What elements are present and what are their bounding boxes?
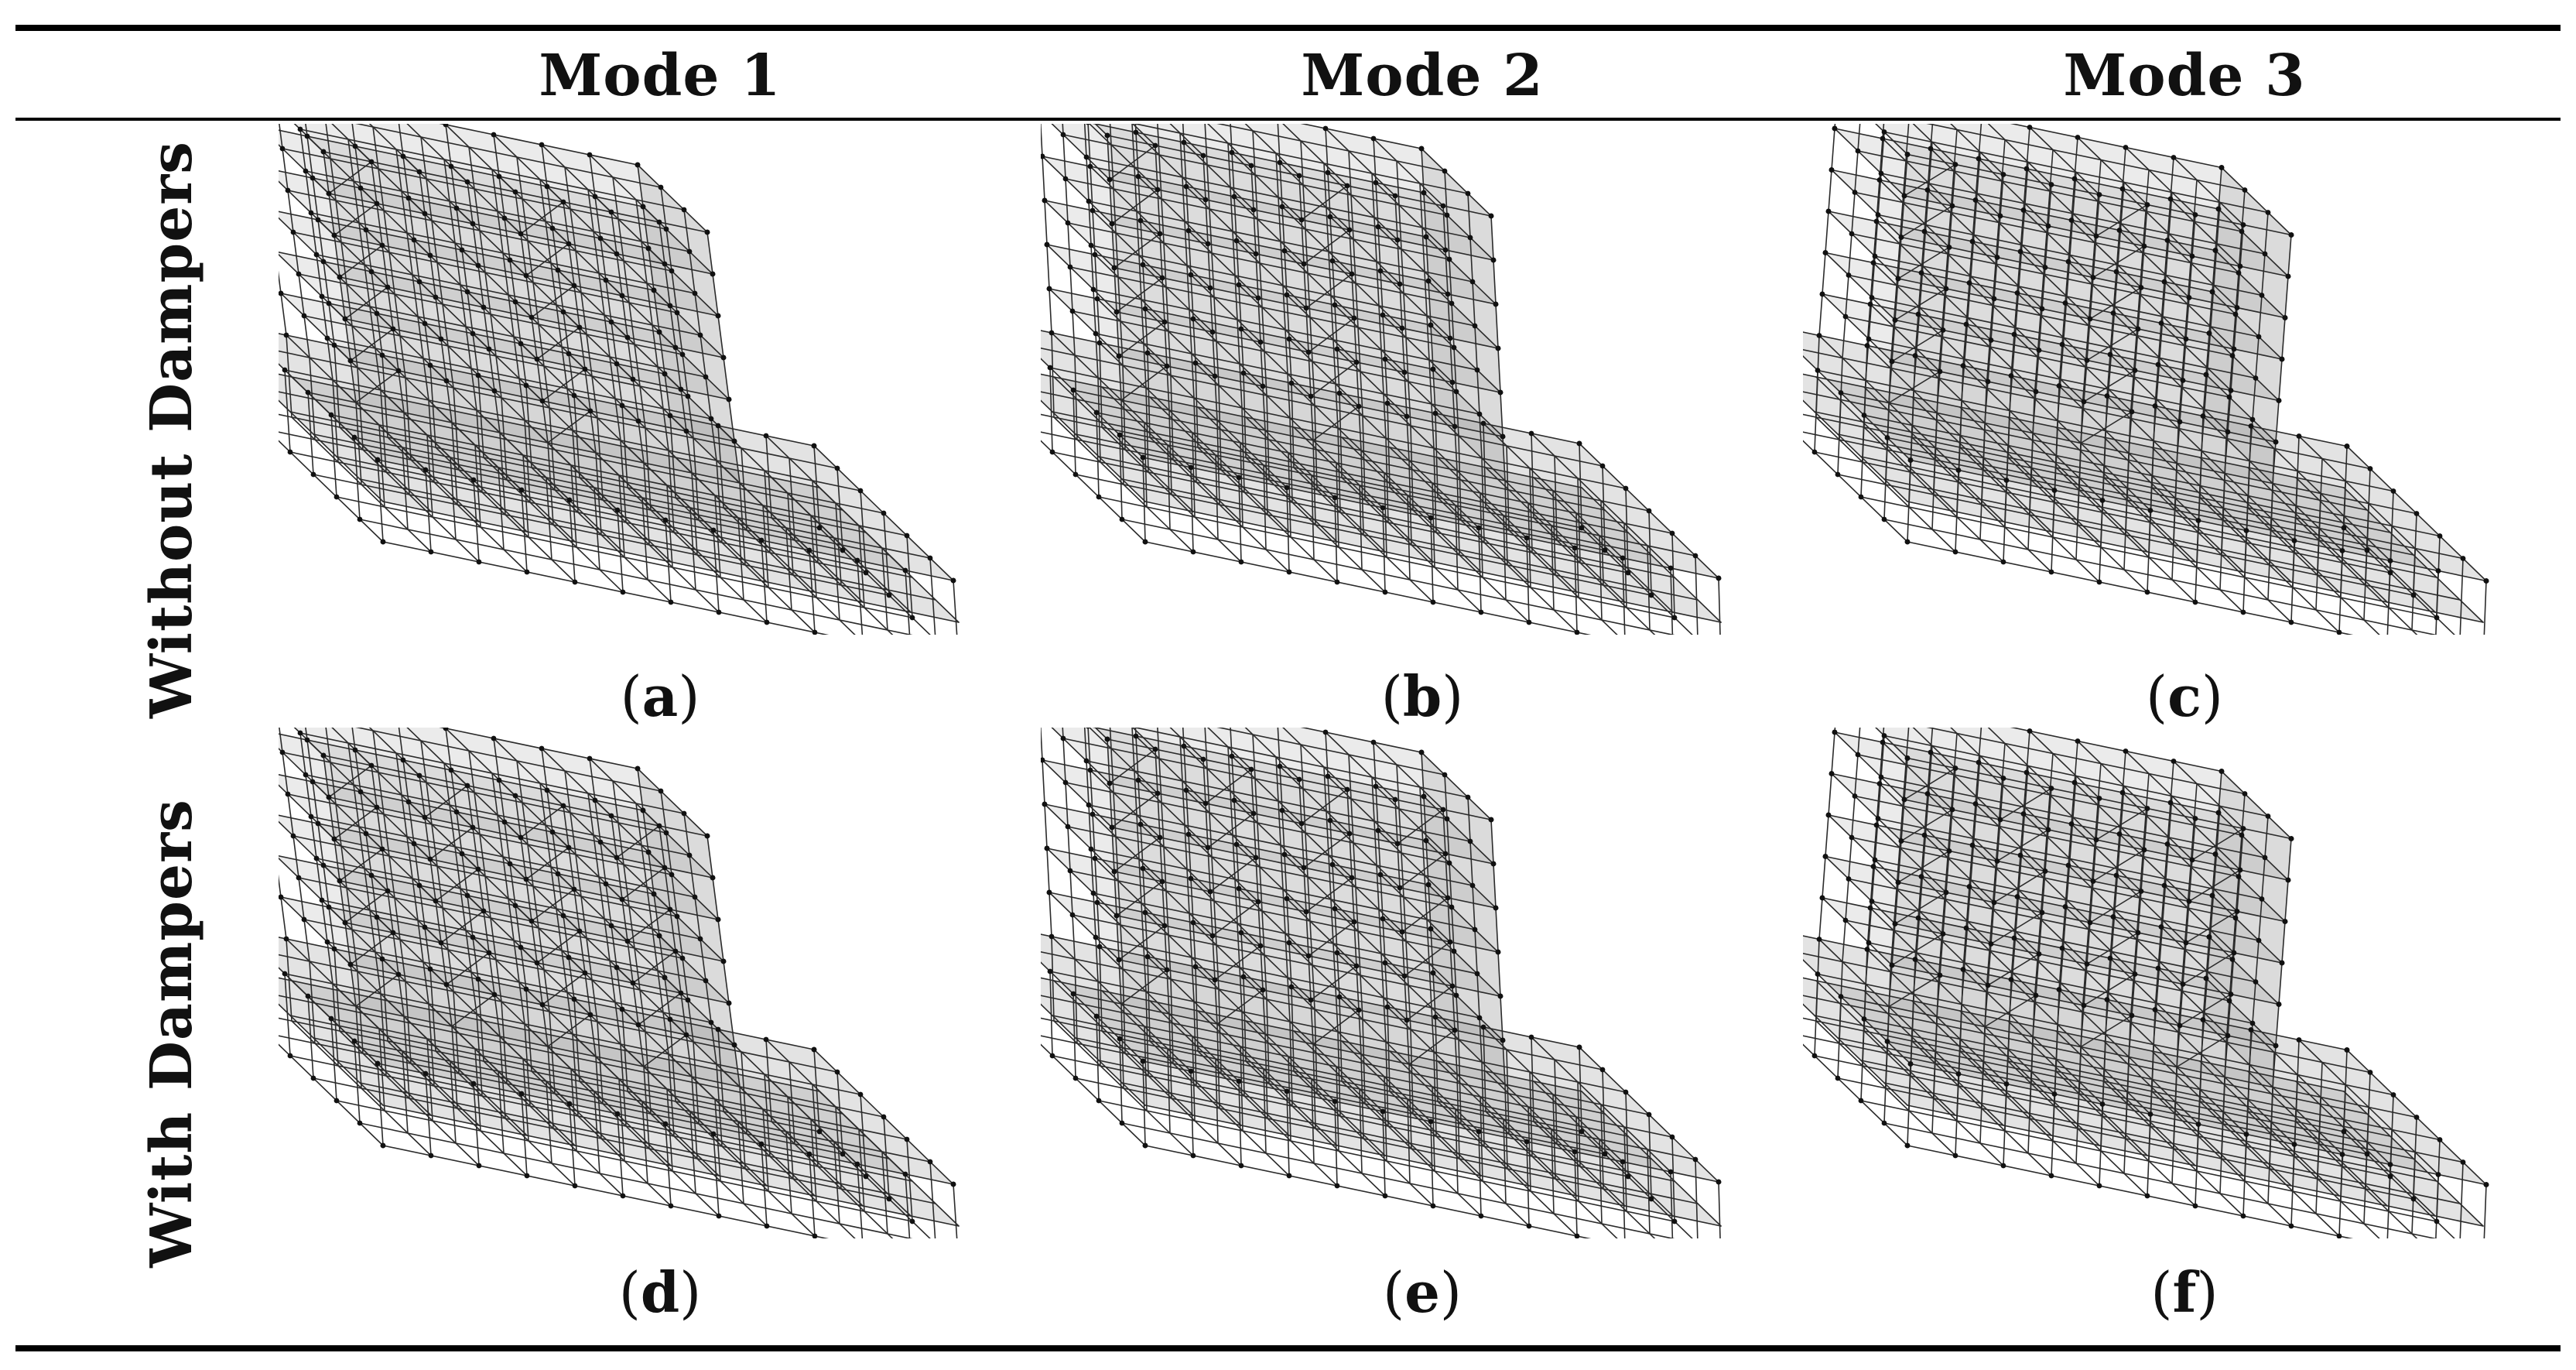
table-bottom-rule <box>15 1345 2561 1351</box>
column-header-mode-2: Mode 2 <box>1301 43 1544 109</box>
panel-b-model <box>1041 124 1815 635</box>
table-header-rule <box>15 118 2561 121</box>
caption-c: (c) <box>2145 663 2224 729</box>
row-header-with-dampers-label: With Dampers <box>139 799 205 1268</box>
mode-shape-3d-frame <box>1803 124 2489 635</box>
frame-nodes <box>279 728 956 1238</box>
panel-d-model <box>279 728 1052 1238</box>
table-top-rule <box>15 25 2561 31</box>
mode-shape-3d-frame <box>1041 124 1722 635</box>
panel-a-model <box>279 124 1052 635</box>
caption-b: (b) <box>1380 663 1464 729</box>
column-header-mode-1: Mode 1 <box>539 43 782 109</box>
mode-shape-3d-frame <box>279 124 960 635</box>
frame-members <box>279 728 960 1238</box>
column-header-mode-3: Mode 3 <box>2063 43 2306 109</box>
panel-e-model <box>1041 728 1815 1238</box>
floor-slabs <box>1803 124 2486 622</box>
mode-shape-3d-frame <box>279 728 960 1238</box>
caption-e: (e) <box>1383 1259 1462 1325</box>
frame-nodes <box>1041 124 1722 635</box>
caption-f: (f) <box>2150 1259 2219 1325</box>
frame-nodes <box>1811 728 2489 1238</box>
frame-nodes <box>279 124 956 635</box>
row-header-without-dampers-label: Without Dampers <box>139 141 205 718</box>
mode-shape-3d-frame <box>1803 728 2489 1238</box>
floor-slabs <box>1803 728 2486 1226</box>
frame-nodes <box>1041 728 1722 1238</box>
caption-a: (a) <box>620 663 700 729</box>
caption-d: (d) <box>618 1259 702 1325</box>
panel-c-model <box>1803 124 2576 635</box>
mode-shape-3d-frame <box>1041 728 1722 1238</box>
frame-nodes <box>1811 125 2489 635</box>
panel-f-model <box>1803 728 2576 1238</box>
